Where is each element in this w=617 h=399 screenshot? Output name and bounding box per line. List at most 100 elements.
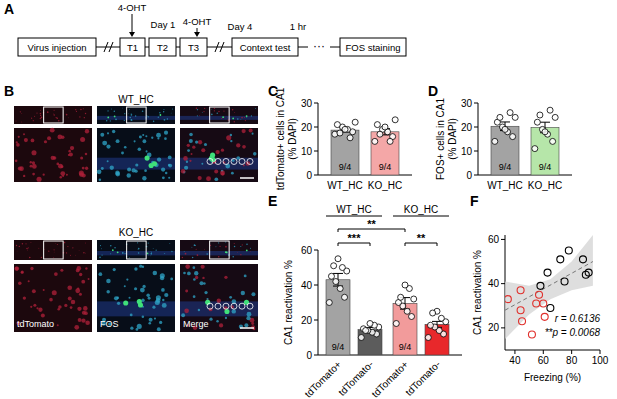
cell-signal [32, 161, 35, 164]
cell-signal [74, 325, 79, 330]
fos-cell [112, 249, 114, 251]
cell-signal [54, 110, 55, 111]
data-point [438, 315, 444, 321]
cell-signal [126, 278, 128, 280]
cell-signal [107, 110, 108, 111]
axis-title: CA1 reactivation % [472, 250, 483, 335]
cell-signal [80, 137, 85, 142]
time-note: Day 4 [228, 21, 253, 32]
y-tick-label: 20 [301, 122, 313, 133]
cell-signal [81, 280, 85, 284]
cell-signal [135, 163, 138, 166]
cell-signal [209, 318, 212, 321]
cell-signal [48, 250, 49, 251]
cell-signal [145, 135, 147, 137]
fos-cell [160, 114, 162, 116]
cell-signal [218, 111, 220, 113]
cell-signal [106, 120, 108, 122]
cell-signal [106, 279, 110, 283]
cell-signal [37, 177, 42, 182]
cell-signal [102, 141, 107, 146]
cell-signal [44, 140, 47, 143]
y-tick-label: 20 [488, 322, 500, 333]
step-box [340, 38, 406, 56]
dapi-band [180, 251, 258, 255]
micrograph [14, 264, 92, 332]
sig-bracket [405, 243, 406, 246]
cell-signal [134, 287, 137, 290]
cell-signal [76, 268, 80, 272]
cell-signal [195, 140, 198, 143]
cell-signal [159, 321, 162, 324]
sig-label: ** [417, 232, 426, 244]
panel-label: A [4, 1, 14, 17]
cell-signal [250, 248, 251, 249]
sig-bracket [437, 243, 438, 246]
cell-signal [21, 121, 23, 123]
channel-label: Merge [183, 319, 209, 329]
cell-signal [20, 111, 21, 112]
cell-signal [68, 150, 71, 153]
cell-signal [131, 114, 133, 116]
cell-signal [79, 293, 82, 296]
cell-signal [43, 289, 45, 291]
data-point [565, 247, 572, 254]
bar-chart: DFOS+ cells in CA1(% DAPI)01020309/49/4W… [428, 83, 572, 191]
cell-signal [251, 322, 254, 325]
x-tick-label: 40 [509, 355, 521, 366]
arrow-head [194, 32, 200, 37]
cell-signal [247, 312, 252, 317]
cell-signal [128, 257, 130, 259]
fos-cell [226, 252, 228, 254]
cell-signal [21, 113, 23, 115]
y-tick-label: 30 [301, 98, 313, 109]
cell-signal [232, 256, 234, 258]
cell-signal [110, 253, 111, 254]
cell-signal [30, 306, 32, 308]
cell-signal [157, 327, 161, 331]
panel-label: E [268, 193, 277, 209]
cell-signal [47, 136, 51, 140]
cell-signal [229, 296, 232, 299]
cell-signal [196, 108, 198, 110]
cell-signal [58, 120, 60, 122]
cell-signal [195, 276, 198, 279]
cell-signal [251, 115, 252, 116]
n-label: 9/4 [539, 162, 552, 172]
sig-label: *** [348, 232, 362, 244]
cell-signal [225, 317, 227, 319]
cell-signal [110, 166, 114, 170]
data-point [328, 273, 334, 279]
data-point [517, 307, 524, 314]
data-point [387, 138, 393, 144]
data-point [404, 308, 410, 314]
cell-signal [53, 156, 57, 160]
y-tick-label: 10 [461, 146, 473, 157]
cell-signal [23, 133, 25, 135]
step-box [18, 38, 96, 56]
cell-signal [253, 152, 257, 156]
cell-signal [232, 309, 236, 313]
cell-signal [244, 117, 245, 118]
cell-signal [165, 172, 168, 175]
scale-bar [240, 327, 254, 329]
cell-signal [219, 323, 223, 327]
cell-signal [150, 251, 152, 253]
dapi-band [180, 158, 258, 170]
fit-line [505, 262, 593, 311]
data-point [398, 294, 404, 300]
overlap-mark [223, 158, 229, 164]
cell-signal [57, 244, 58, 245]
cell-signal [18, 136, 20, 138]
cell-signal [38, 308, 42, 312]
cell-signal [88, 278, 90, 280]
data-point [544, 269, 551, 276]
cell-signal [134, 140, 136, 142]
cell-signal [211, 109, 213, 111]
panel-label: B [4, 83, 14, 99]
data-point [411, 296, 417, 302]
data-point [517, 287, 524, 294]
sig-bracket [338, 243, 339, 246]
cell-signal [57, 324, 59, 326]
cell-signal [197, 254, 198, 255]
